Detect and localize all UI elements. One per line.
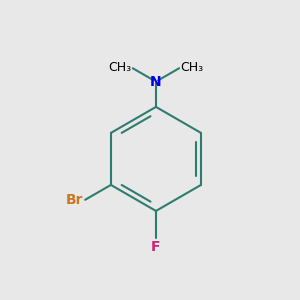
Text: CH₃: CH₃: [108, 61, 131, 74]
Text: CH₃: CH₃: [180, 61, 203, 74]
Text: Br: Br: [65, 193, 83, 207]
Text: N: N: [150, 75, 162, 88]
Text: F: F: [151, 240, 161, 254]
